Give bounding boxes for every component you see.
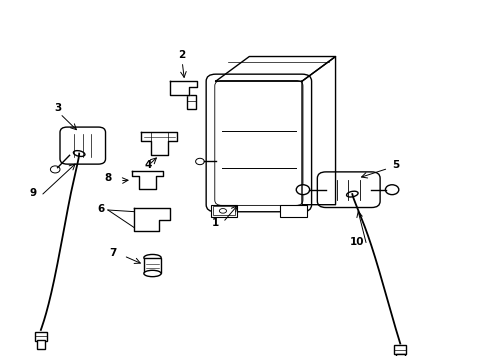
FancyBboxPatch shape bbox=[206, 74, 311, 212]
Text: 1: 1 bbox=[212, 218, 219, 228]
Polygon shape bbox=[141, 132, 177, 155]
Bar bbox=[280, 205, 306, 217]
FancyBboxPatch shape bbox=[60, 127, 105, 164]
Ellipse shape bbox=[346, 191, 357, 197]
FancyBboxPatch shape bbox=[214, 81, 303, 206]
Bar bbox=[187, 95, 196, 109]
Circle shape bbox=[50, 166, 60, 173]
Circle shape bbox=[195, 158, 204, 165]
Polygon shape bbox=[132, 171, 163, 189]
Text: 8: 8 bbox=[104, 173, 111, 183]
Polygon shape bbox=[134, 208, 170, 231]
Ellipse shape bbox=[73, 150, 85, 157]
Circle shape bbox=[385, 185, 398, 195]
Circle shape bbox=[296, 185, 309, 195]
Bar bbox=[35, 332, 47, 341]
Bar bbox=[396, 354, 404, 360]
Ellipse shape bbox=[219, 208, 226, 213]
Text: 6: 6 bbox=[97, 204, 104, 214]
Bar bbox=[210, 205, 237, 217]
Bar bbox=[213, 207, 234, 215]
Text: 2: 2 bbox=[178, 50, 185, 60]
Text: 4: 4 bbox=[144, 159, 152, 170]
Text: 9: 9 bbox=[29, 188, 36, 198]
Text: 7: 7 bbox=[109, 248, 116, 258]
Bar bbox=[143, 258, 161, 274]
Bar bbox=[37, 340, 45, 349]
Polygon shape bbox=[170, 81, 196, 95]
Text: 3: 3 bbox=[54, 103, 61, 113]
FancyBboxPatch shape bbox=[317, 172, 379, 207]
Bar bbox=[394, 345, 406, 354]
Text: 5: 5 bbox=[391, 159, 398, 170]
Ellipse shape bbox=[143, 270, 161, 277]
Bar bbox=[139, 211, 153, 219]
Text: 10: 10 bbox=[349, 237, 364, 247]
Ellipse shape bbox=[143, 255, 161, 261]
